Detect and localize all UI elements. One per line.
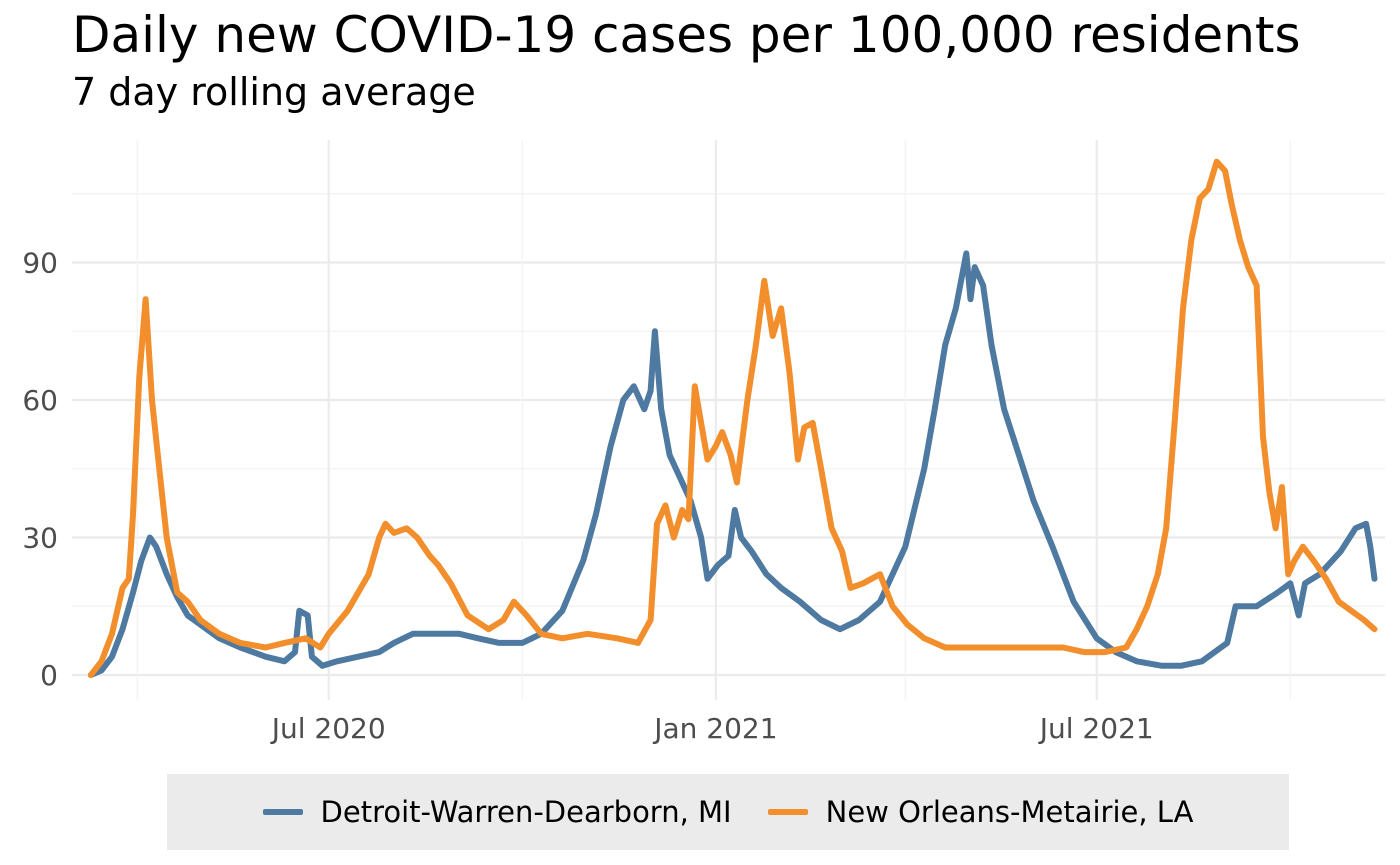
x-tick-label: Jul 2021 — [1038, 712, 1154, 745]
y-tick-label: 0 — [40, 659, 58, 692]
series-line-new-orleans — [87, 158, 1378, 678]
legend-label-detroit: Detroit-Warren-Dearborn, MI — [320, 795, 732, 829]
y-tick-label: 30 — [22, 522, 58, 555]
series-line-detroit — [87, 250, 1378, 678]
legend-key-new-orleans — [767, 809, 808, 815]
y-tick-label: 90 — [22, 247, 58, 280]
legend-label-new-orleans: New Orleans-Metairie, LA — [825, 795, 1194, 829]
chart-subtitle: 7 day rolling average — [72, 70, 476, 114]
chart-title: Daily new COVID-19 cases per 100,000 res… — [72, 6, 1301, 64]
y-tick-label: 60 — [22, 384, 58, 417]
legend-item-new-orleans: New Orleans-Metairie, LA — [767, 795, 1194, 829]
x-tick-label: Jan 2021 — [652, 712, 777, 745]
grid — [72, 140, 1385, 700]
x-tick-label: Jul 2020 — [270, 712, 386, 745]
legend: Detroit-Warren-Dearborn, MI New Orleans-… — [167, 774, 1289, 850]
series-lines — [87, 158, 1378, 678]
axis-labels: 0 30 60 90 Jul 2020 Jan 2021 Jul 2021 — [22, 247, 1153, 745]
legend-item-detroit: Detroit-Warren-Dearborn, MI — [262, 795, 732, 829]
legend-key-detroit — [262, 809, 303, 815]
